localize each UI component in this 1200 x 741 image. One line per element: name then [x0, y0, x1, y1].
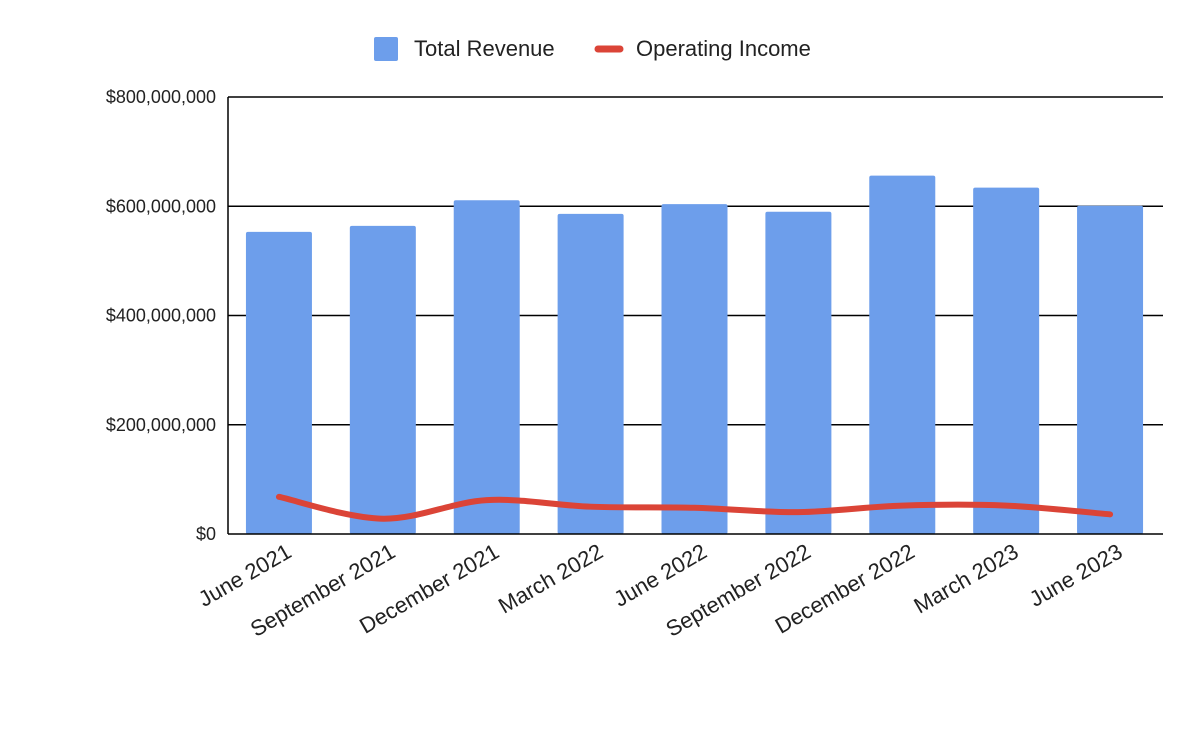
- revenue-bar: [349, 225, 416, 535]
- x-tick-label: March 2023: [910, 539, 1023, 619]
- revenue-bar: [869, 175, 936, 534]
- legend-label-total-revenue: Total Revenue: [414, 36, 555, 61]
- legend-label-operating-income: Operating Income: [636, 36, 811, 61]
- legend-swatch-total-revenue: [374, 37, 398, 61]
- y-tick-label: $800,000,000: [106, 87, 216, 107]
- y-tick-labels: $0 $200,000,000 $400,000,000 $600,000,000 $8…: [106, 87, 216, 544]
- x-tick-label: June 2023: [1025, 539, 1126, 612]
- y-tick-label: $0: [196, 524, 216, 544]
- legend: Total Revenue Operating Income: [374, 36, 811, 61]
- operating-income-line-layer: [275, 493, 1114, 522]
- y-tick-label: $400,000,000: [106, 306, 216, 326]
- revenue-bar: [557, 213, 624, 534]
- revenue-bar: [973, 187, 1040, 535]
- y-tick-label: $600,000,000: [106, 196, 216, 216]
- y-tick-label: $200,000,000: [106, 415, 216, 435]
- revenue-bar: [453, 200, 520, 534]
- x-tick-label: March 2022: [494, 539, 607, 619]
- axes: [227, 97, 1163, 535]
- revenue-bar: [661, 204, 728, 534]
- revenue-bar: [245, 231, 312, 534]
- revenue-bar: [1077, 205, 1144, 535]
- revenue-bar: [765, 211, 832, 534]
- revenue-bars: [245, 175, 1144, 535]
